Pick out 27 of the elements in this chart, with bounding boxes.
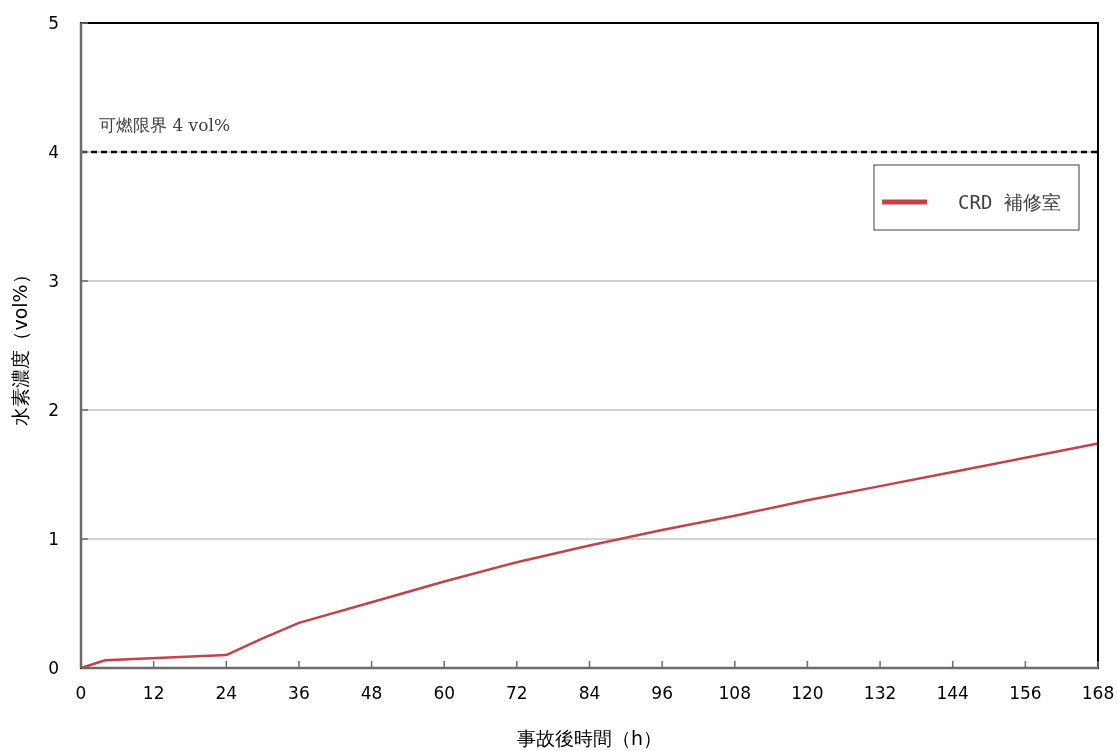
- ref-line-label: 可燃限界 4 vol%: [99, 115, 231, 135]
- x-tick-label: 132: [863, 683, 897, 703]
- y-tick-label: 5: [48, 13, 59, 33]
- x-tick-label: 84: [578, 683, 601, 703]
- x-tick-label: 36: [288, 683, 310, 703]
- x-tick-label: 156: [1009, 683, 1042, 703]
- x-tick-label: 168: [1081, 683, 1115, 703]
- x-tick-label: 12: [142, 683, 165, 703]
- x-tick-label: 96: [651, 683, 673, 703]
- y-tick-label: 1: [48, 529, 59, 549]
- x-tick-label: 60: [433, 683, 456, 703]
- y-tick-label: 4: [48, 142, 59, 162]
- x-tick-label: 144: [936, 683, 969, 703]
- y-tick-label: 0: [48, 658, 59, 678]
- x-tick-label: 72: [506, 683, 528, 703]
- y-tick-label: 2: [48, 400, 59, 420]
- x-tick-label: 120: [791, 683, 824, 703]
- y-tick-label: 3: [48, 271, 59, 291]
- x-tick-label: 48: [360, 683, 383, 703]
- x-tick-label: 108: [718, 683, 752, 703]
- legend-label: CRD 補修室: [958, 191, 1061, 213]
- ref-line: 可燃限界 4 vol%: [81, 115, 1098, 154]
- x-axis-title: 事故後時間（h）: [516, 727, 663, 749]
- x-tick-label: 0: [75, 683, 87, 703]
- y-axis-title: 水素濃度（vol%）: [9, 265, 31, 426]
- legend: CRD 補修室: [873, 164, 1080, 231]
- x-tick-label: 24: [215, 683, 238, 703]
